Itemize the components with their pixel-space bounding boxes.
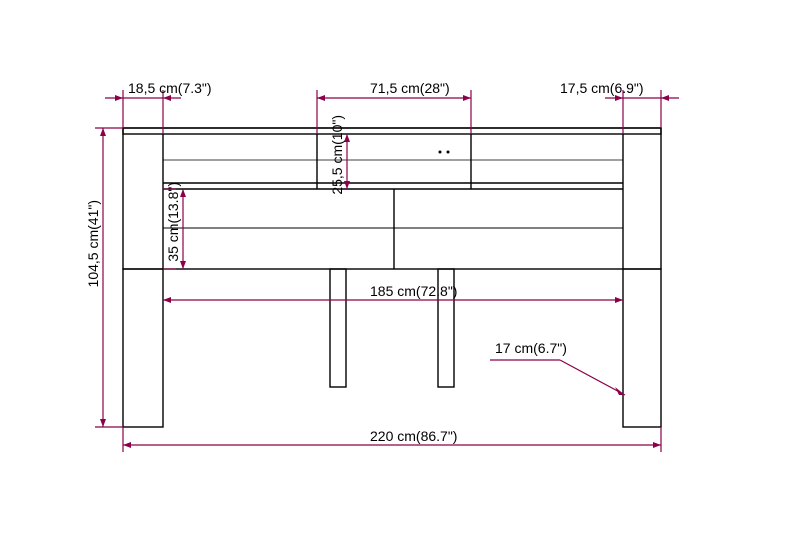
dimension-label: 35 cm(13.8") [165,182,181,262]
diagram-stage: 18,5 cm(7.3") 71,5 cm(28") 17,5 cm(6.9") 18… [0,0,800,533]
dimension-label: 25,5 cm(10") [329,115,345,195]
dimension-label: 17,5 cm(6.9") [560,80,644,96]
dimension-label: 17 cm(6.7") [495,340,567,356]
dimension-label: 104,5 cm(41") [85,200,101,287]
dimension-label: 185 cm(72.8") [370,283,457,299]
dimension-label: 18,5 cm(7.3") [128,80,212,96]
dimension-label: 220 cm(86.7") [370,428,457,444]
dimension-label: 71,5 cm(28") [370,80,450,96]
